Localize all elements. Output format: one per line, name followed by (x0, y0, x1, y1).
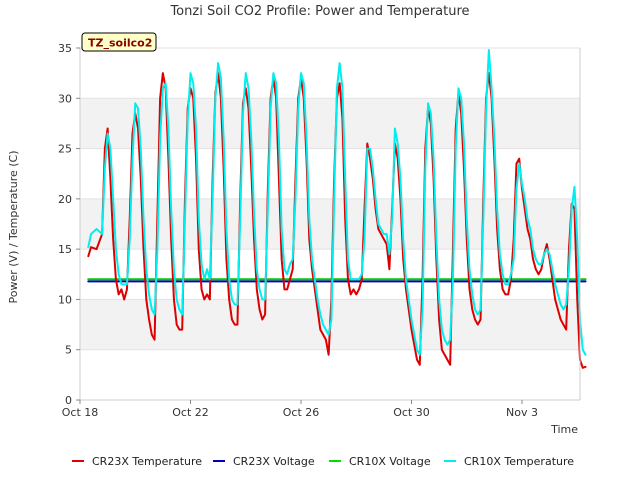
legend-item-cr10x-temperature: CR10X Temperature (444, 452, 574, 470)
x-tick-label: Nov 3 (506, 406, 538, 419)
y-tick-label: 35 (58, 42, 72, 55)
y-axis-label: Power (V) / Temperature (C) (7, 150, 20, 303)
legend-label: CR23X Temperature (92, 454, 203, 468)
y-tick-label: 5 (65, 344, 72, 357)
grid-band (80, 98, 580, 149)
grid-band (80, 198, 580, 250)
site-label: TZ_soilco2 (88, 37, 152, 50)
site-label-box: TZ_soilco2 (81, 32, 157, 52)
y-tick-label: 25 (58, 143, 72, 156)
grid-lines (80, 47, 580, 401)
legend-item-cr23x-temperature: CR23X Temperature (72, 452, 202, 470)
y-tick-label: 0 (65, 394, 72, 407)
plot-background (80, 48, 580, 400)
legend-label: CR10X Temperature (464, 454, 575, 468)
chart-title: Tonzi Soil CO2 Profile: Power and Temper… (169, 4, 469, 19)
legend-swatch-cr10x-temperature (444, 460, 456, 462)
x-tick-label: Oct 30 (393, 406, 430, 419)
x-axis-label: Time (550, 423, 578, 436)
y-tick-label: 10 (58, 293, 72, 306)
legend-item-cr23x-voltage: CR23X Voltage (213, 452, 315, 470)
y-tick-label: 20 (58, 193, 72, 206)
series-line-cr10x-temperature (87, 49, 587, 356)
legend-label: CR10X Voltage (349, 454, 431, 468)
legend: CR23X Temperature CR23X Voltage CR10X Vo… (0, 452, 640, 470)
y-tick-label: 30 (58, 92, 72, 105)
x-tick-label: Oct 26 (283, 406, 320, 419)
legend-swatch-cr23x-temperature (72, 460, 84, 462)
legend-label: CR23X Voltage (233, 454, 315, 468)
y-tick-label: 15 (58, 243, 72, 256)
legend-item-cr10x-voltage: CR10X Voltage (329, 452, 431, 470)
x-tick-label: Oct 22 (172, 406, 209, 419)
axes: 0 5 10 15 20 25 30 35 Oct 18 Oct 22 Oct 26 Oct 30 No… (58, 42, 581, 419)
x-tick-label: Oct 18 (62, 406, 99, 419)
series-line-cr23x-temperature (87, 72, 587, 369)
legend-swatch-cr10x-voltage (329, 460, 341, 462)
series-layer (87, 49, 587, 369)
legend-swatch-cr23x-voltage (213, 460, 225, 462)
